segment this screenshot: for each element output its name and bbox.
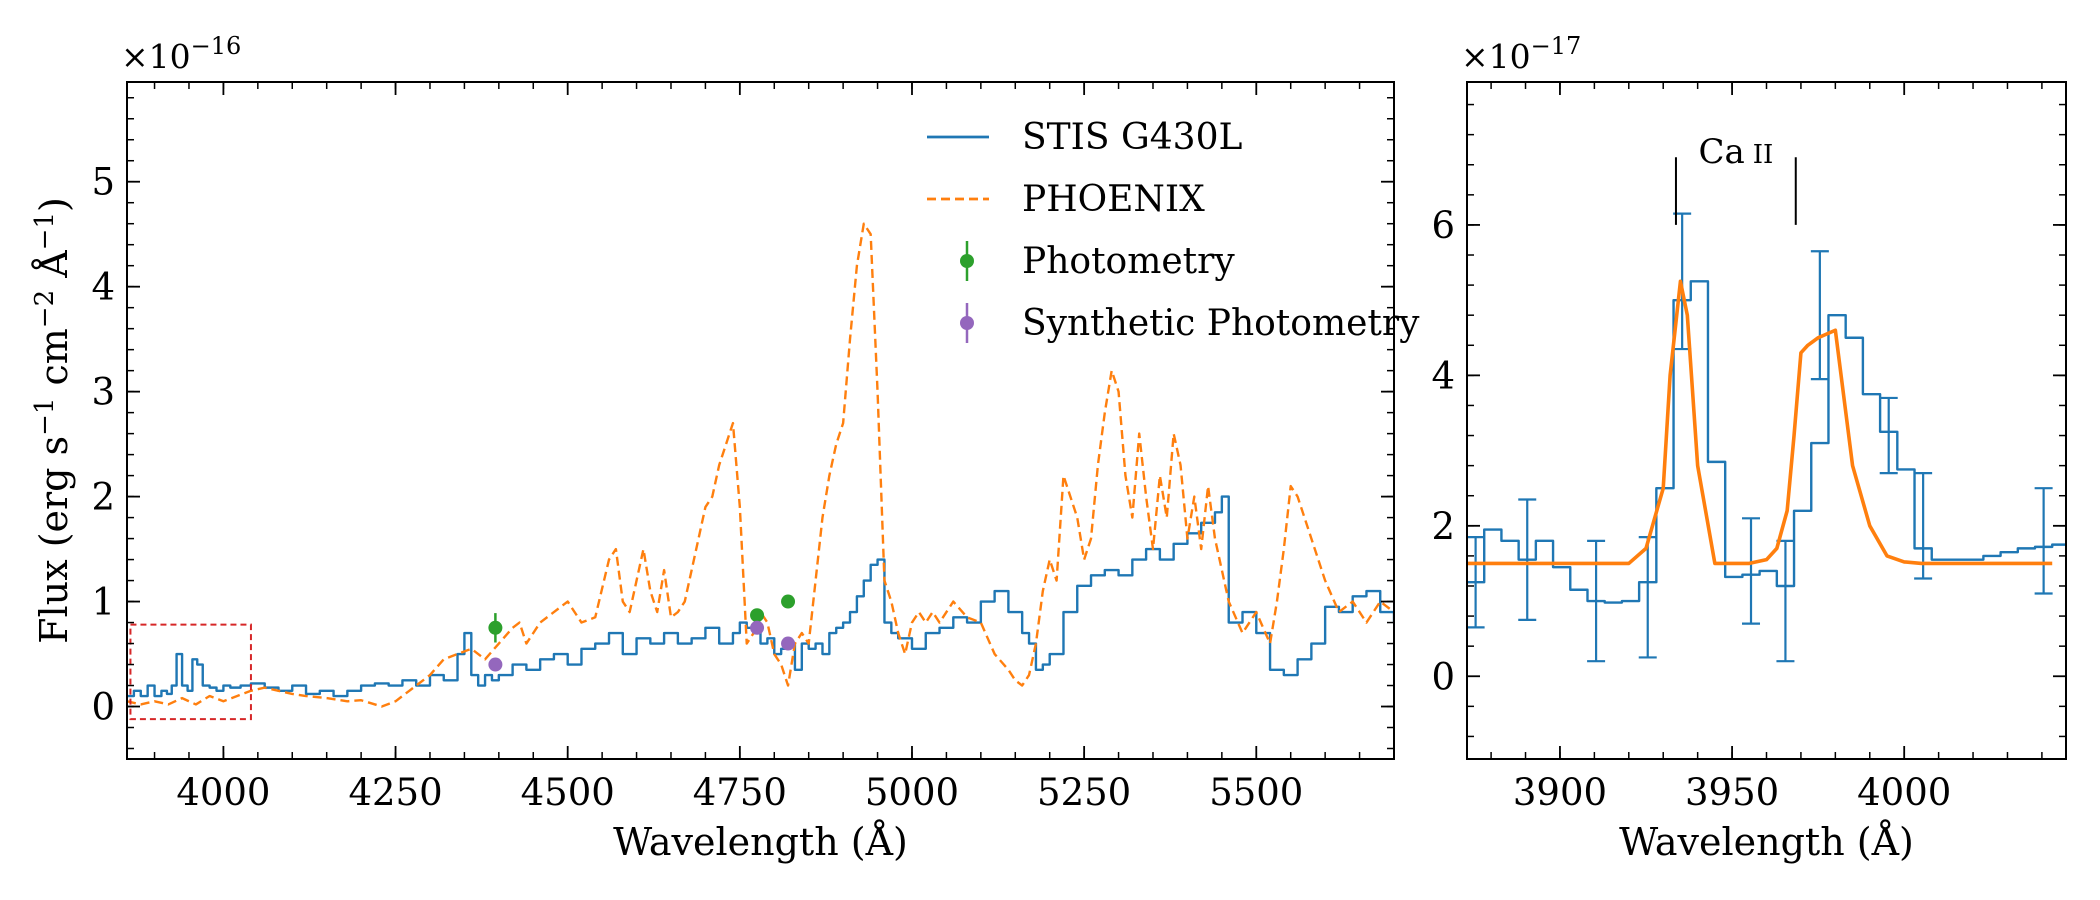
stis-g430l-line xyxy=(127,495,1394,698)
y-scale-offset: ×10−16 xyxy=(121,32,241,76)
x-tick-label: 4000 xyxy=(176,771,270,814)
data-point xyxy=(488,620,503,635)
x-tick-label: 3950 xyxy=(1685,771,1779,814)
scale-prefix: ×10 xyxy=(1461,37,1531,76)
x-tick-label: 3900 xyxy=(1513,771,1607,814)
ca-ii-zoom-panel: 3900 3950 4000 0 2 4 6 Ca II ×10−17 Wavelength (Å) xyxy=(1431,32,2067,864)
axes-frame xyxy=(1466,81,2067,760)
y-tick-label: 5 xyxy=(91,161,115,204)
y-label-exponent: −1 xyxy=(30,398,60,436)
ca-ii-label: Ca II xyxy=(1698,132,1773,172)
scale-exponent: −17 xyxy=(1531,32,1582,60)
y-tick-label: 4 xyxy=(1431,354,1455,397)
legend: STIS G430L PHOENIX Photometry Synthetic Pho… xyxy=(927,117,1420,344)
legend-item: STIS G430L xyxy=(927,117,1242,158)
x-tick-label: 5500 xyxy=(1209,771,1303,814)
phoenix-line xyxy=(1467,279,2053,566)
y-tick-label: 0 xyxy=(1431,655,1455,698)
legend-swatch-marker xyxy=(960,254,974,268)
stis-g430l-line xyxy=(1467,280,2066,604)
x-axis-label: Wavelength (Å) xyxy=(1619,820,1914,864)
plot-area xyxy=(127,222,1394,721)
x-tick-label: 5250 xyxy=(1037,771,1131,814)
data-point xyxy=(750,608,765,623)
legend-item: Synthetic Photometry xyxy=(960,303,1420,344)
legend-swatch-marker xyxy=(960,316,974,330)
y-tick-label: 2 xyxy=(1431,505,1455,548)
scale-exponent: −16 xyxy=(191,32,242,60)
x-tick-label: 4250 xyxy=(348,771,442,814)
y-tick-label: 1 xyxy=(91,581,115,624)
data-point xyxy=(750,620,765,635)
plot-area xyxy=(1467,212,2066,663)
y-label-exponent: −1 xyxy=(30,212,60,250)
legend-item: PHOENIX xyxy=(927,179,1205,220)
x-tick-label: 4500 xyxy=(521,771,615,814)
data-point xyxy=(781,594,796,609)
y-axis-label: Flux (erg s−1 cm−2 Å−1) xyxy=(30,197,76,644)
minor-ticks xyxy=(1467,82,2066,759)
legend-item: Photometry xyxy=(960,241,1235,282)
y-scale-offset: ×10−17 xyxy=(1461,32,1581,76)
legend-label: Photometry xyxy=(1022,241,1235,282)
legend-label: STIS G430L xyxy=(1022,117,1242,158)
y-label-exponent: −2 xyxy=(30,290,60,328)
y-label-text: cm xyxy=(32,328,76,397)
scale-prefix: ×10 xyxy=(121,37,191,76)
legend-label: Synthetic Photometry xyxy=(1022,303,1420,344)
phoenix-line xyxy=(127,222,1394,708)
y-label-text: ) xyxy=(32,197,76,212)
zoom-region-box xyxy=(129,623,252,721)
y-tick-label: 6 xyxy=(1431,204,1455,247)
y-tick-label: 0 xyxy=(91,686,115,729)
data-point xyxy=(488,657,503,672)
ca-label-sub: II xyxy=(1753,140,1774,170)
minor-ticks xyxy=(127,82,1395,759)
x-axis-label: Wavelength (Å) xyxy=(613,820,908,864)
axes-frame xyxy=(126,81,1395,760)
y-tick-label: 4 xyxy=(91,266,115,309)
x-tick-label: 4000 xyxy=(1857,771,1951,814)
y-tick-label: 3 xyxy=(91,371,115,414)
ca-label-main: Ca xyxy=(1698,132,1744,172)
x-tick-label: 4750 xyxy=(693,771,787,814)
y-label-text: Å xyxy=(32,250,76,290)
y-label-text: Flux (erg s xyxy=(32,436,76,644)
main-spectrum-panel: 4000 4250 4500 4750 5000 5250 5500 0 1 2 3 4 5 ×10−16… xyxy=(30,32,1420,864)
legend-label: PHOENIX xyxy=(1022,179,1205,220)
x-tick-label: 5000 xyxy=(865,771,959,814)
data-point xyxy=(781,636,796,651)
y-tick-label: 2 xyxy=(91,476,115,519)
